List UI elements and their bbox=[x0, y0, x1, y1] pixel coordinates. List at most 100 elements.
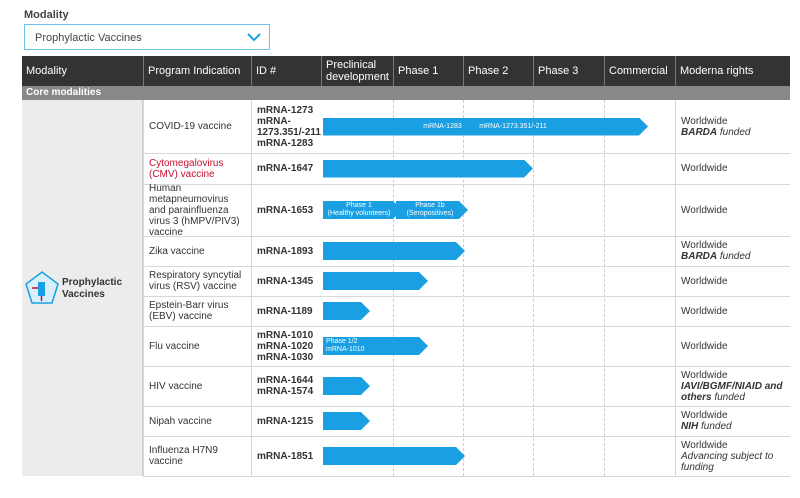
program-indication: Nipah vaccine bbox=[143, 406, 251, 436]
program-indication: Zika vaccine bbox=[143, 236, 251, 266]
rights: Worldwide BARDA funded bbox=[681, 240, 750, 262]
dropdown-value: Prophylactic Vaccines bbox=[35, 32, 142, 44]
rights-region: Worldwide bbox=[681, 204, 728, 216]
id-cell: mRNA-1189 bbox=[251, 296, 321, 326]
program-indication: COVID-19 vaccine bbox=[143, 100, 251, 153]
arrow-label-line: (Seropositives) bbox=[406, 210, 454, 217]
header-cell: Phase 3 bbox=[533, 56, 604, 86]
rights-cell: Worldwide bbox=[675, 184, 790, 236]
program-id: mRNA-1893 bbox=[257, 245, 314, 257]
program-id: mRNA-1010 bbox=[257, 329, 314, 341]
rights-region: Worldwide bbox=[681, 163, 728, 174]
program-indication: Human metapneumovirus and parainfluenza … bbox=[143, 183, 251, 238]
arrow-label: Phase 1/2 mRNA-1010 bbox=[326, 337, 386, 355]
program-id: mRNA-1345 bbox=[257, 275, 314, 287]
arrow-label-line: Phase 1/2 bbox=[326, 338, 358, 345]
rights-note: NIH funded bbox=[681, 421, 732, 432]
rights-note: BARDA funded bbox=[681, 127, 750, 138]
program-id: mRNA-1283 bbox=[257, 137, 314, 149]
program-indication: Cytomegalovirus (CMV) vaccine bbox=[143, 153, 251, 184]
rights-cell: Worldwide BARDA funded bbox=[675, 236, 790, 266]
program-id: mRNA-1030 bbox=[257, 351, 314, 363]
phase-divider bbox=[533, 100, 534, 476]
id-list: mRNA-1644 mRNA-1574 bbox=[257, 375, 313, 397]
program-id: mRNA-1851 bbox=[257, 450, 314, 462]
arrow-label: mRNA-1283 bbox=[400, 118, 485, 136]
section-row: Core modalities bbox=[22, 86, 790, 100]
pipeline-arrow: mRNA-1283 mRNA-1273.351/-211 bbox=[323, 118, 648, 136]
program-indication: Flu vaccine bbox=[143, 326, 251, 366]
rights-cell: Worldwide bbox=[675, 266, 790, 296]
id-list: mRNA-1010 mRNA-1020 mRNA-1030 bbox=[257, 330, 313, 363]
rights-region: Worldwide bbox=[681, 410, 728, 421]
header-cell: ID # bbox=[251, 56, 321, 86]
pipeline-arrow bbox=[323, 302, 370, 320]
program-id: mRNA-1273.351/-211 bbox=[257, 115, 321, 138]
arrow-label: Phase 1b (Seropositives) bbox=[396, 201, 464, 219]
id-cell: mRNA-1653 bbox=[251, 184, 321, 236]
program-id: mRNA-1020 bbox=[257, 340, 314, 352]
table-row: Influenza H7N9 vaccine mRNA-1851 Worldwide… bbox=[143, 436, 790, 477]
table-row: Cytomegalovirus (CMV) vaccine mRNA-1647 Wo… bbox=[143, 153, 790, 185]
id-list: mRNA-1647 bbox=[257, 163, 313, 174]
table-row: Flu vaccine mRNA-1010 mRNA-1020 mRNA-1030 Wo… bbox=[143, 326, 790, 367]
phase-divider bbox=[604, 100, 605, 476]
table-row: Human metapneumovirus and parainfluenza … bbox=[143, 183, 790, 238]
filter-label: Modality bbox=[24, 9, 69, 21]
header-cell: Moderna rights bbox=[675, 56, 790, 86]
rights: Worldwide IAVI/BGMF/NIAID and others fund… bbox=[681, 370, 785, 403]
table-row: Respiratory syncytial virus (RSV) vaccin… bbox=[143, 266, 790, 297]
arrow-label-line: (Healthy volunteers) bbox=[327, 210, 391, 217]
program-id: mRNA-1653 bbox=[257, 204, 314, 216]
pipeline-arrow bbox=[323, 412, 370, 430]
program-id: mRNA-1215 bbox=[257, 415, 314, 427]
arrow-label-line: mRNA-1283 bbox=[423, 122, 462, 130]
pipeline-arrow: Phase 1b (Seropositives) bbox=[396, 201, 468, 219]
rights: Worldwide bbox=[681, 341, 728, 352]
rights-region: Worldwide bbox=[681, 115, 728, 127]
id-list: mRNA-1345 bbox=[257, 276, 313, 287]
group-cell: Prophylactic Vaccines bbox=[22, 100, 143, 476]
rights: Worldwide BARDA funded bbox=[681, 116, 750, 138]
program-id: mRNA-1647 bbox=[257, 163, 314, 174]
program-id: mRNA-1189 bbox=[257, 305, 313, 317]
pipeline-arrow: Phase 1/2 mRNA-1010 bbox=[323, 337, 428, 355]
funder: IAVI/BGMF/NIAID and others bbox=[681, 380, 783, 403]
note: funded bbox=[701, 421, 732, 432]
rights: Worldwide Advancing subject to funding bbox=[681, 440, 785, 473]
header-cell: Phase 1 bbox=[393, 56, 463, 86]
id-cell: mRNA-1215 bbox=[251, 406, 321, 436]
id-cell: mRNA-1273 mRNA-1273.351/-211 mRNA-1283 bbox=[251, 100, 321, 153]
rights-cell: Worldwide BARDA funded bbox=[675, 100, 790, 153]
program-indication: Epstein-Barr virus (EBV) vaccine bbox=[143, 296, 251, 326]
id-list: mRNA-1273 mRNA-1273.351/-211 mRNA-1283 bbox=[257, 105, 321, 149]
rights-region: Worldwide bbox=[681, 240, 728, 251]
program-indication: Respiratory syncytial virus (RSV) vaccin… bbox=[143, 266, 251, 296]
rights: Worldwide bbox=[681, 205, 728, 216]
chevron bbox=[247, 33, 261, 42]
rights-cell: Worldwide Advancing subject to funding bbox=[675, 436, 790, 476]
id-cell: mRNA-1851 bbox=[251, 436, 321, 476]
modality-dropdown[interactable]: Prophylactic Vaccines bbox=[24, 24, 270, 50]
id-cell: mRNA-1345 bbox=[251, 266, 321, 296]
pipeline-arrow bbox=[323, 242, 465, 260]
arrow-label: mRNA-1273.351/-211 bbox=[468, 118, 558, 136]
table-row: Zika vaccine mRNA-1893 Worldwide BARDA fund… bbox=[143, 236, 790, 267]
id-cell: mRNA-1644 mRNA-1574 bbox=[251, 366, 321, 406]
phase-divider bbox=[463, 100, 464, 476]
table-row: COVID-19 vaccine mRNA-1273 mRNA-1273.351/-… bbox=[143, 100, 790, 154]
rights-cell: Worldwide bbox=[675, 296, 790, 326]
rights: Worldwide NIH funded bbox=[681, 410, 732, 432]
program-id: mRNA-1644 bbox=[257, 375, 314, 386]
id-cell: mRNA-1010 mRNA-1020 mRNA-1030 bbox=[251, 326, 321, 366]
rights-region: Worldwide bbox=[681, 439, 728, 451]
header-cell: Preclinical development bbox=[321, 56, 393, 86]
note: funded bbox=[714, 391, 745, 403]
rights-cell: Worldwide bbox=[675, 326, 790, 366]
pipeline-arrow: Phase 1 (Healthy volunteers) bbox=[323, 201, 402, 219]
rights-region: Worldwide bbox=[681, 275, 728, 287]
header-cell: Program Indication bbox=[143, 56, 251, 86]
rights-region: Worldwide bbox=[681, 369, 728, 381]
vaccine-icon bbox=[25, 271, 59, 304]
program-id: mRNA-1273 bbox=[257, 104, 314, 116]
